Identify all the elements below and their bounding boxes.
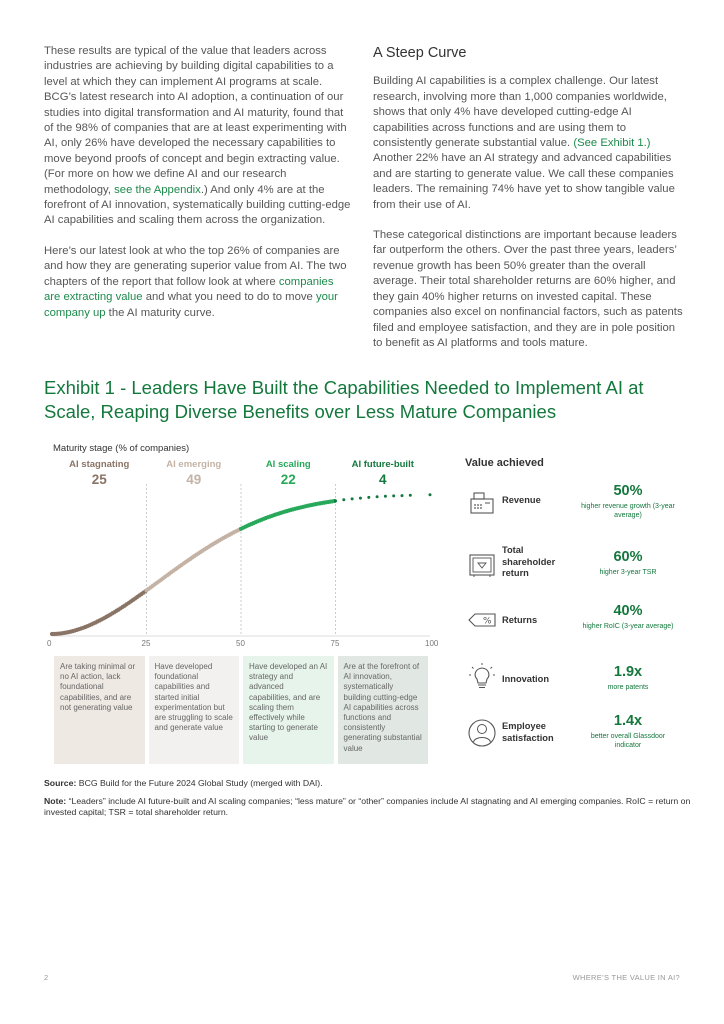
- stage-header: AI future-built 4: [338, 459, 428, 487]
- value-number: 50%: [613, 483, 643, 499]
- series-ai-stagnating: [49, 589, 148, 637]
- stage-name: AI scaling: [265, 459, 311, 470]
- value-number: 60%: [613, 549, 643, 565]
- value-row-employee: Employee satisfaction 1.4x better overal…: [462, 713, 692, 773]
- appendix-link[interactable]: see the Appendix: [114, 183, 201, 196]
- stage-value: 49: [186, 472, 202, 487]
- curve-point: [358, 496, 362, 500]
- cash-register-icon: [470, 492, 494, 514]
- safe-icon: [469, 554, 495, 577]
- note-text: “Leaders” include AI future-built and AI…: [44, 796, 691, 817]
- value-number: 1.9x: [613, 664, 643, 680]
- source-notes: Source: BCG Build for the Future 2024 Gl…: [44, 778, 694, 825]
- stage-description: Are taking minimal or no AI action, lack…: [54, 656, 145, 764]
- stage-name: AI emerging: [166, 459, 222, 470]
- value-label: Employee satisfaction: [502, 721, 554, 743]
- lightbulb-icon: [469, 663, 495, 688]
- your-company-up-link[interactable]: your company up: [44, 291, 338, 319]
- value-row-tsr: Total shareholder return 60% higher 3-ye…: [462, 545, 692, 605]
- employee-icon: [468, 719, 496, 747]
- curve-point: [334, 499, 337, 503]
- value-subtext: higher RoIC (3-year average): [582, 623, 674, 630]
- stage-header: AI scaling 22: [243, 459, 333, 487]
- text-span: .) And only 4% are at the forefront of A…: [44, 183, 351, 227]
- series-ai-future-built: [334, 493, 432, 503]
- section-heading: A Steep Curve: [373, 45, 467, 61]
- stage-name: AI future-built: [351, 459, 414, 470]
- value-row-innovation: Innovation 1.9x more patents: [462, 661, 692, 721]
- x-tick-label: 100: [425, 639, 439, 648]
- exhibit-title: Exhibit 1 - Leaders Have Built the Capab…: [44, 377, 644, 422]
- curve-point: [428, 493, 432, 497]
- source-label: Source:: [44, 778, 77, 788]
- value-number: 1.4x: [613, 713, 643, 729]
- text-span: Another 22% have an AI strategy and adva…: [373, 152, 675, 211]
- note-label: Note:: [44, 796, 67, 806]
- value-subtext: higher revenue growth (3-year average): [581, 503, 675, 519]
- stage-value: 22: [280, 472, 296, 487]
- text-span: and what you need to do to move: [142, 291, 316, 304]
- right-paragraph-1: Building AI capabilities is a complex ch…: [373, 74, 683, 213]
- series-ai-emerging: [144, 527, 243, 593]
- text-span: the AI maturity curve.: [105, 306, 215, 319]
- curve-point: [375, 495, 379, 499]
- stage-header: AI emerging 49: [149, 459, 239, 487]
- series-ai-scaling: [238, 498, 337, 531]
- value-subtext: more patents: [607, 684, 649, 691]
- stage-header: AI stagnating 25: [54, 459, 144, 487]
- maturity-curve-chart: Maturity stage (% of companies) 0 25 50 75 1…: [44, 440, 444, 770]
- value-number: 40%: [613, 603, 643, 619]
- value-panel-title: Value achieved: [465, 457, 544, 469]
- note-line: Note: “Leaders” include AI future-built …: [44, 796, 694, 818]
- y-axis-label: Maturity stage (% of companies): [53, 443, 190, 454]
- stage-value: 4: [378, 472, 387, 487]
- curve-point: [408, 493, 412, 497]
- exhibit-1-link[interactable]: (See Exhibit 1.): [573, 137, 651, 150]
- right-paragraph-2: These categorical distinctions are impor…: [373, 229, 683, 349]
- value-label: Revenue: [502, 495, 541, 505]
- source-line: Source: BCG Build for the Future 2024 Gl…: [44, 778, 694, 789]
- curve-point: [383, 494, 387, 498]
- value-label: Total shareholder return: [502, 545, 556, 578]
- curve-svg: [49, 484, 432, 637]
- stage-name: AI stagnating: [69, 459, 130, 470]
- svg-text:%: %: [483, 617, 492, 627]
- percent-tag-icon: %: [468, 613, 496, 627]
- page-number: 2: [44, 973, 49, 982]
- running-title: WHERE’S THE VALUE IN AI?: [572, 973, 680, 982]
- value-subtext: higher 3-year TSR: [599, 569, 657, 576]
- stage-value: 25: [91, 472, 107, 487]
- left-paragraph-2: Here’s our latest look at who the top 26…: [44, 244, 352, 321]
- curve-point: [367, 495, 371, 499]
- stage-description: Have developed foundational capabilities…: [148, 656, 239, 764]
- x-tick-label: 0: [47, 639, 52, 648]
- x-tick-label: 75: [330, 639, 340, 648]
- value-achieved-panel: Value achieved Revenue 50% higher revenu…: [462, 455, 692, 755]
- value-label: Innovation: [502, 674, 549, 684]
- curve-point: [350, 497, 354, 501]
- left-column: These results are typical of the value t…: [44, 44, 352, 336]
- value-subtext: better overall Glassdoor indicator: [590, 733, 666, 749]
- text-span: Building AI capabilities is a complex ch…: [373, 75, 667, 150]
- curve-point: [342, 498, 346, 502]
- right-column: A Steep Curve Building AI capabilities i…: [373, 45, 683, 366]
- x-tick-label: 25: [141, 639, 151, 648]
- value-row-revenue: Revenue 50% higher revenue growth (3-yea…: [462, 483, 692, 543]
- curve-point: [400, 494, 404, 498]
- stage-description: Are at the forefront of AI innovation, s…: [337, 656, 428, 764]
- text-span: Here’s our latest look at who the top 26…: [44, 244, 347, 288]
- stage-description: Have developed an AI strategy and advanc…: [243, 656, 334, 764]
- value-row-returns: % Returns 40% higher RoIC (3-year averag…: [462, 601, 692, 661]
- value-label: Returns: [502, 615, 538, 625]
- text-span: These results are typical of the value t…: [44, 45, 347, 196]
- left-paragraph-1: These results are typical of the value t…: [44, 44, 352, 229]
- source-text: BCG Build for the Future 2024 Global Stu…: [76, 778, 323, 788]
- companies-extracting-value-link[interactable]: companies are extracting value: [44, 275, 334, 304]
- curve-point: [392, 494, 396, 498]
- x-tick-label: 50: [236, 639, 245, 648]
